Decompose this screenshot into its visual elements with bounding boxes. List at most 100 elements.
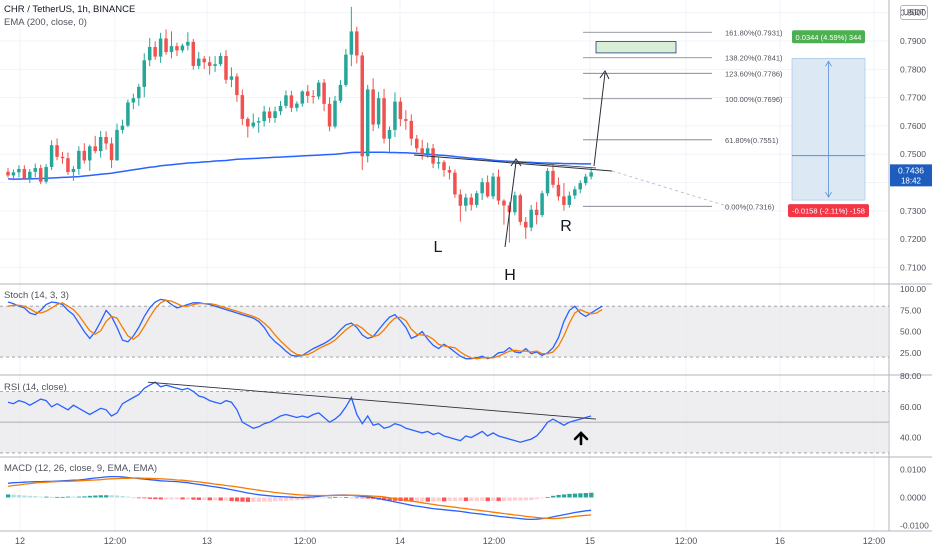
macd-histogram-bar: [561, 494, 567, 498]
candle-body: [191, 41, 196, 66]
candle-body: [202, 58, 206, 63]
candle-body: [573, 189, 577, 196]
fib-level-label: 0.00%(0.7316): [725, 202, 775, 211]
candle-body: [109, 143, 114, 161]
macd-histogram-bar: [496, 497, 501, 502]
macd-histogram-bar: [142, 497, 147, 499]
fib-level-label: 123.60%(0.7786): [725, 69, 783, 78]
position-arrow-head: [825, 191, 832, 198]
macd-histogram-bar: [218, 497, 223, 501]
candle-body: [267, 111, 272, 119]
candle-body: [180, 45, 185, 51]
candle-body: [415, 138, 419, 149]
rsi-legend[interactable]: RSI (14, close): [4, 382, 67, 393]
ema-legend[interactable]: EMA (200, close, 0): [4, 17, 87, 28]
macd-histogram-bar: [540, 497, 545, 499]
macd-histogram-bar: [545, 497, 550, 498]
macd-histogram-bar: [191, 497, 196, 500]
candle-body: [164, 38, 168, 53]
candle-body: [496, 176, 501, 201]
projection-arrowhead: [599, 70, 610, 80]
macd-legend[interactable]: MACD (12, 26, close, 9, EMA, EMA): [4, 463, 158, 474]
candle-body: [398, 101, 403, 120]
macd-histogram-bar: [311, 497, 316, 499]
symbol-title[interactable]: CHR / TetherUS, 1h, BINANCE: [4, 4, 136, 15]
macd-histogram-bar: [463, 497, 469, 502]
macd-histogram-bar: [55, 496, 60, 498]
macd-histogram-bar: [213, 497, 218, 501]
macd-histogram-bar: [338, 497, 343, 498]
candle-body: [453, 172, 457, 195]
currency-badge[interactable]: USDT: [900, 5, 928, 20]
macd-histogram-bar: [147, 497, 152, 499]
macd-histogram-bar: [556, 494, 561, 498]
position-arrow-head: [825, 60, 832, 67]
stoch-legend[interactable]: Stoch (14, 3, 3): [4, 290, 69, 301]
candle-body: [442, 162, 446, 171]
candle-body: [251, 122, 255, 127]
macd-histogram-bar: [33, 496, 38, 498]
candle-body: [447, 170, 452, 173]
macd-histogram-bar: [431, 497, 436, 502]
macd-histogram-bar: [529, 497, 534, 500]
candle-body: [98, 136, 103, 152]
fib-level-label: 161.80%(0.7931): [725, 28, 783, 37]
candle-body: [355, 31, 359, 56]
main-legend[interactable]: CHR / TetherUS, 1h, BINANCE EMA (200, cl…: [4, 3, 135, 29]
macd-histogram-bar: [256, 497, 261, 502]
macd-histogram-bar: [572, 493, 578, 498]
ema-line: [7, 151, 592, 180]
time-tick-label: 16: [775, 536, 785, 546]
macd-histogram-bar: [305, 497, 311, 500]
candle-body: [213, 64, 217, 66]
macd-histogram-bar: [131, 497, 136, 499]
rsi-tick-label: 80.00: [900, 371, 922, 381]
macd-histogram-bar: [480, 497, 485, 501]
time-tick-label: 12:00: [483, 536, 506, 546]
macd-histogram-bar: [316, 497, 321, 499]
macd-histogram-bar: [38, 496, 43, 498]
macd-histogram-bar: [11, 494, 16, 498]
candle-body: [38, 168, 43, 182]
candle-body: [376, 98, 381, 125]
macd-histogram-bar: [174, 497, 180, 500]
macd-line: [7, 475, 592, 521]
candle-body: [240, 95, 245, 119]
projection-arrow: [593, 72, 606, 167]
candle-body: [77, 150, 81, 169]
candle-body: [126, 102, 130, 126]
macd-histogram-bar: [365, 497, 370, 499]
candle-body: [458, 194, 463, 206]
macd-histogram-bar: [583, 493, 588, 498]
macd-histogram-bar: [333, 497, 338, 498]
macd-histogram-bar: [60, 496, 65, 498]
stoch-tick-label: 50.00: [900, 327, 922, 337]
candle-body: [562, 196, 566, 205]
macd-histogram-bar: [578, 493, 583, 498]
candle-body: [545, 170, 550, 194]
target-label: 0.0344 (4.59%) 344: [796, 33, 862, 42]
price-tick-label: 0.8000: [900, 8, 926, 18]
stoch-band: [0, 306, 889, 358]
macd-histogram-bar: [65, 496, 71, 498]
candle-body: [480, 182, 484, 194]
candle-body: [207, 62, 212, 66]
rsi-tick-label: 40.00: [900, 433, 922, 443]
macd-histogram-bar: [425, 497, 430, 502]
candle-body: [306, 91, 310, 96]
candle-body: [104, 136, 108, 144]
candle-body: [229, 76, 234, 80]
price-tick-label: 0.7200: [900, 234, 926, 244]
candle-body: [66, 158, 70, 173]
macd-histogram-bar: [164, 497, 169, 500]
candle-body: [33, 168, 37, 172]
macd-histogram-bar: [491, 497, 496, 501]
candle-body: [583, 176, 588, 184]
candle-body: [556, 184, 561, 197]
candle-body: [28, 171, 32, 179]
macd-histogram-bar: [82, 496, 87, 498]
last-price-tag: [890, 164, 932, 187]
candle-body: [322, 82, 326, 104]
